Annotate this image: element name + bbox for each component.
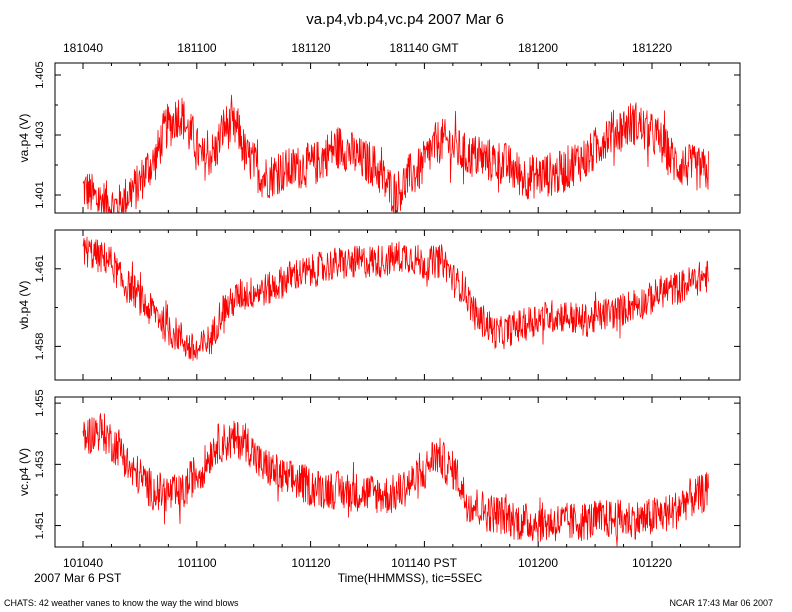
bottom-tick-label: 101220	[632, 556, 672, 570]
top-tick-label: 181100	[177, 41, 216, 55]
top-tick-label: 181200	[518, 41, 558, 55]
bottom-tick-label: 101140 PST	[391, 556, 457, 570]
x-axis-label: Time(HHMMSS), tic=5SEC	[338, 571, 483, 585]
footer-left: CHATS: 42 weather vanes to know the way …	[4, 598, 239, 608]
top-tick-label: 181140 GMT	[389, 41, 459, 55]
y-axis-label: vb.p4 (V)	[17, 281, 31, 330]
panel-frame	[54, 62, 741, 214]
top-tick-label: 181120	[291, 41, 330, 55]
y-axis-label: va.p4 (V)	[17, 114, 31, 163]
footer-right: NCAR 17:43 Mar 06 2007	[669, 598, 773, 608]
y-tick-label: 1.461	[34, 255, 46, 283]
series-va-p4-line	[82, 94, 709, 213]
y-tick-label: 1.453	[34, 451, 46, 479]
y-tick-label: 1.401	[34, 181, 46, 209]
panel-vc-p4: 1.451 1.453 1.455 vc.p4 (V)	[17, 389, 741, 548]
y-tick-label: 1.455	[34, 389, 46, 417]
chart-panels: 1.401 1.403 1.405 va.p4 (V) 1.458 1.461vb.p4 …	[17, 61, 741, 548]
bottom-tick-label: 101100	[177, 556, 216, 570]
chart-title: va.p4,vb.p4,vc.p4 2007 Mar 6	[306, 11, 504, 28]
top-tick-label: 181040	[63, 41, 103, 55]
bottom-tick-label: 101200	[518, 556, 558, 570]
y-axis-label: vc.p4 (V)	[17, 448, 31, 496]
y-tick-label: 1.458	[34, 333, 46, 361]
y-tick-label: 1.405	[34, 61, 46, 89]
bottom-axis-tick-labels: 101040 101100 101120 101140 PST 101200 101220	[63, 556, 672, 570]
bottom-tick-label: 101120	[291, 556, 330, 570]
date-label: 2007 Mar 6 PST	[34, 571, 122, 585]
top-axis-tick-labels: 181040 181100 181120 181140 GMT 181200 181220	[63, 41, 672, 55]
top-tick-label: 181220	[632, 41, 672, 55]
series-vb-p4-line	[82, 236, 709, 362]
panel-frame	[54, 229, 741, 381]
panel-frame	[54, 396, 741, 548]
series-vc-p4-line	[82, 413, 709, 547]
panel-va-p4: 1.401 1.403 1.405 va.p4 (V)	[17, 61, 741, 214]
y-tick-label: 1.451	[34, 512, 46, 540]
y-tick-label: 1.403	[34, 121, 46, 149]
bottom-tick-label: 101040	[63, 556, 103, 570]
